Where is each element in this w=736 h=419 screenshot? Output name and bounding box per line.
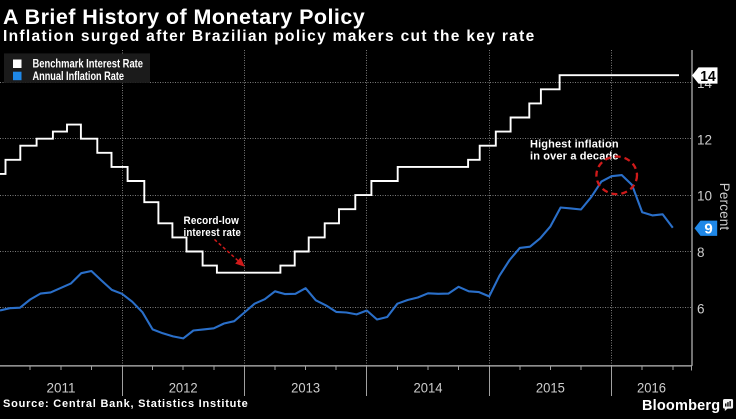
svg-text:interest rate: interest rate	[184, 227, 242, 239]
svg-text:12: 12	[697, 132, 712, 147]
svg-text:Percent: Percent	[717, 183, 732, 231]
svg-text:2011: 2011	[47, 381, 76, 396]
svg-text:2014: 2014	[414, 381, 443, 396]
svg-text:8: 8	[697, 245, 705, 260]
svg-text:6: 6	[697, 302, 705, 317]
svg-text:10: 10	[697, 189, 712, 204]
svg-text:2015: 2015	[536, 381, 565, 396]
svg-text:in over a decade: in over a decade	[530, 151, 619, 163]
svg-text:Benchmark Interest Rate: Benchmark Interest Rate	[33, 57, 144, 71]
svg-text:2013: 2013	[291, 381, 320, 396]
svg-text:9: 9	[704, 221, 712, 238]
svg-text:Annual Inflation Rate: Annual Inflation Rate	[33, 69, 125, 83]
svg-text:Record-low: Record-low	[184, 215, 240, 227]
svg-text:Highest inflation: Highest inflation	[530, 139, 619, 151]
svg-text:2016: 2016	[637, 381, 666, 396]
svg-text:14: 14	[700, 68, 716, 85]
svg-text:2012: 2012	[169, 381, 198, 396]
